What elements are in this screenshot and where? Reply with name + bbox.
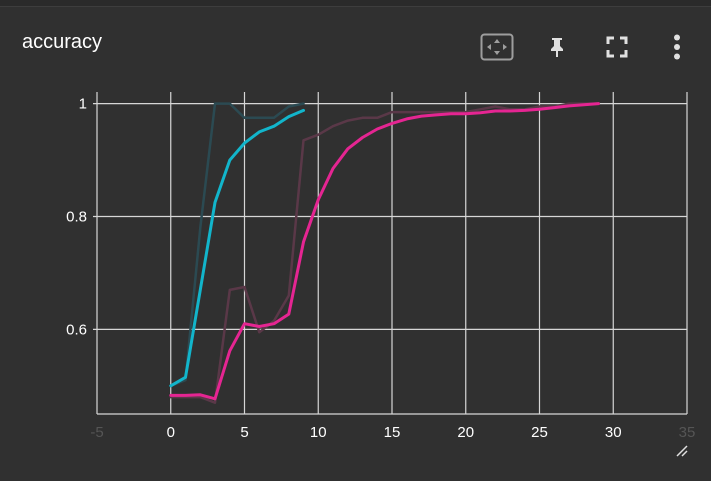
x-tick-label: 20 bbox=[457, 424, 474, 441]
more-menu-button[interactable] bbox=[659, 29, 695, 65]
fit-domain-button[interactable] bbox=[479, 29, 515, 65]
more-vert-icon bbox=[673, 34, 681, 60]
y-tick-label: 1 bbox=[79, 96, 87, 113]
y-axis-tick-labels: 0.6 0.8 1 bbox=[66, 96, 87, 339]
x-tick-label: 0 bbox=[167, 424, 175, 441]
x-tick-label: 35 bbox=[679, 424, 696, 441]
pin-icon bbox=[547, 36, 567, 58]
series-line-3 bbox=[169, 102, 600, 404]
fit-domain-icon bbox=[480, 33, 514, 61]
grid-lines bbox=[93, 92, 687, 414]
fullscreen-button[interactable] bbox=[599, 29, 635, 65]
x-tick-label: 25 bbox=[531, 424, 548, 441]
top-border bbox=[0, 0, 711, 7]
resize-handle-icon bbox=[674, 444, 688, 461]
series-line-2 bbox=[169, 108, 305, 388]
y-tick-label: 0.8 bbox=[66, 209, 87, 226]
axis-frame bbox=[96, 92, 688, 415]
pin-button[interactable] bbox=[539, 29, 575, 65]
x-tick-label: 5 bbox=[240, 424, 248, 441]
x-tick-label: 15 bbox=[384, 424, 401, 441]
x-axis-tick-labels: -5 0 5 10 15 20 25 30 35 bbox=[90, 424, 695, 441]
fullscreen-icon bbox=[606, 36, 628, 58]
x-tick-label: 10 bbox=[310, 424, 327, 441]
series-lines bbox=[169, 102, 600, 404]
card-title: accuracy bbox=[22, 31, 103, 53]
x-tick-label: -5 bbox=[90, 424, 103, 441]
y-tick-label: 0.6 bbox=[66, 321, 87, 338]
series-line-4 bbox=[169, 102, 600, 401]
x-tick-label: 30 bbox=[605, 424, 622, 441]
chart-card: accuracy bbox=[0, 7, 711, 481]
resize-handle[interactable] bbox=[674, 443, 688, 457]
series-line-1 bbox=[169, 102, 305, 388]
